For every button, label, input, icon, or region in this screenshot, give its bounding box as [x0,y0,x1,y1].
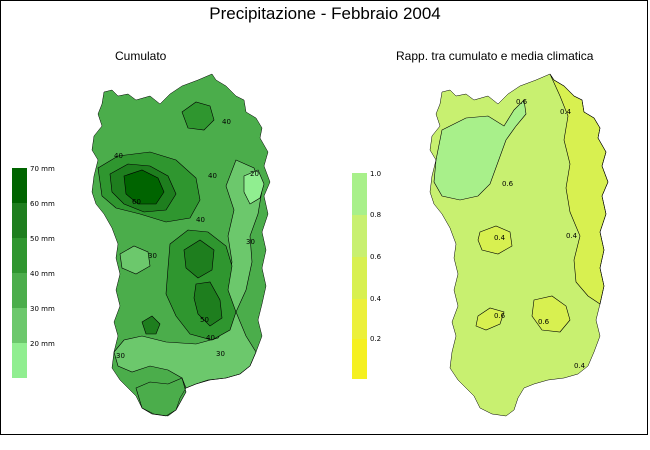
contour-label: 0.6 [494,312,506,320]
region-sw-0-4 [475,307,505,331]
region-west-0-4 [477,225,513,255]
contour-label: 0.6 [516,98,528,106]
legend-swatch-0-6 [352,257,367,299]
region-south-0-4 [531,295,571,333]
legend-label: 60 mm [30,200,55,208]
region-20mm [243,169,265,205]
contour-label: 20 [250,170,259,178]
legend-swatch-70 [12,168,27,203]
legend-label: 70 mm [30,165,55,173]
contour-label: 50 [200,316,209,324]
contour-label: 30 [116,352,125,360]
legend-swatch-1-0 [352,173,367,215]
contour-label: 30 [246,238,255,246]
contour-label: 40 [114,152,123,160]
right-map: 0.6 0.4 0.6 0.4 0.4 0.6 0.6 0.4 [429,73,609,417]
right-map-subtitle: Rapp. tra cumulato e media climatica [396,49,594,63]
left-map-subtitle: Cumulato [115,49,167,63]
legend-swatch-60 [12,203,27,238]
legend-swatch-0-2 [352,339,367,379]
legend-label: 0.6 [370,253,382,261]
region-sw-60 [141,315,161,335]
region-nw-70 [123,169,165,205]
contour-label: 0.4 [566,232,578,240]
left-map: 40 40 40 20 60 40 30 30 30 50 40 30 [91,73,271,417]
contour-label: 40 [196,216,205,224]
contour-label: 0.6 [538,318,550,326]
region-south-40 [135,377,187,417]
contour-label: 30 [216,350,225,358]
region-nw-0-8 [433,99,527,201]
region-central-60 [183,239,215,279]
contour-label: 0.4 [560,108,572,116]
legend-swatch-50 [12,238,27,273]
legend-swatch-0-8 [352,215,367,257]
legend-label: 0.8 [370,211,382,219]
legend-swatch-40 [12,273,27,308]
contour-label: 40 [222,118,231,126]
contour-label: 0.6 [502,180,514,188]
legend-swatch-0-4 [352,299,367,339]
contour-label: 40 [208,172,217,180]
region-west-30 [119,245,151,275]
legend-label: 0.2 [370,335,382,343]
legend-label: 40 mm [30,270,55,278]
contour-label: 60 [132,198,141,206]
region-central-60b [193,281,223,327]
contour-label: 0.4 [494,234,506,242]
legend-swatch-20 [12,343,27,378]
contour-label: 30 [148,252,157,260]
contour-label: 0.4 [574,362,586,370]
legend-label: 50 mm [30,235,55,243]
legend-label: 0.4 [370,295,382,303]
region-north-50 [181,101,215,131]
legend-label: 30 mm [30,305,55,313]
figure-title: Precipitazione - Febbraio 2004 [209,4,441,23]
legend-label: 1.0 [370,170,382,178]
legend-label: 20 mm [30,340,55,348]
contour-label: 40 [206,334,215,342]
legend-swatch-30 [12,308,27,343]
